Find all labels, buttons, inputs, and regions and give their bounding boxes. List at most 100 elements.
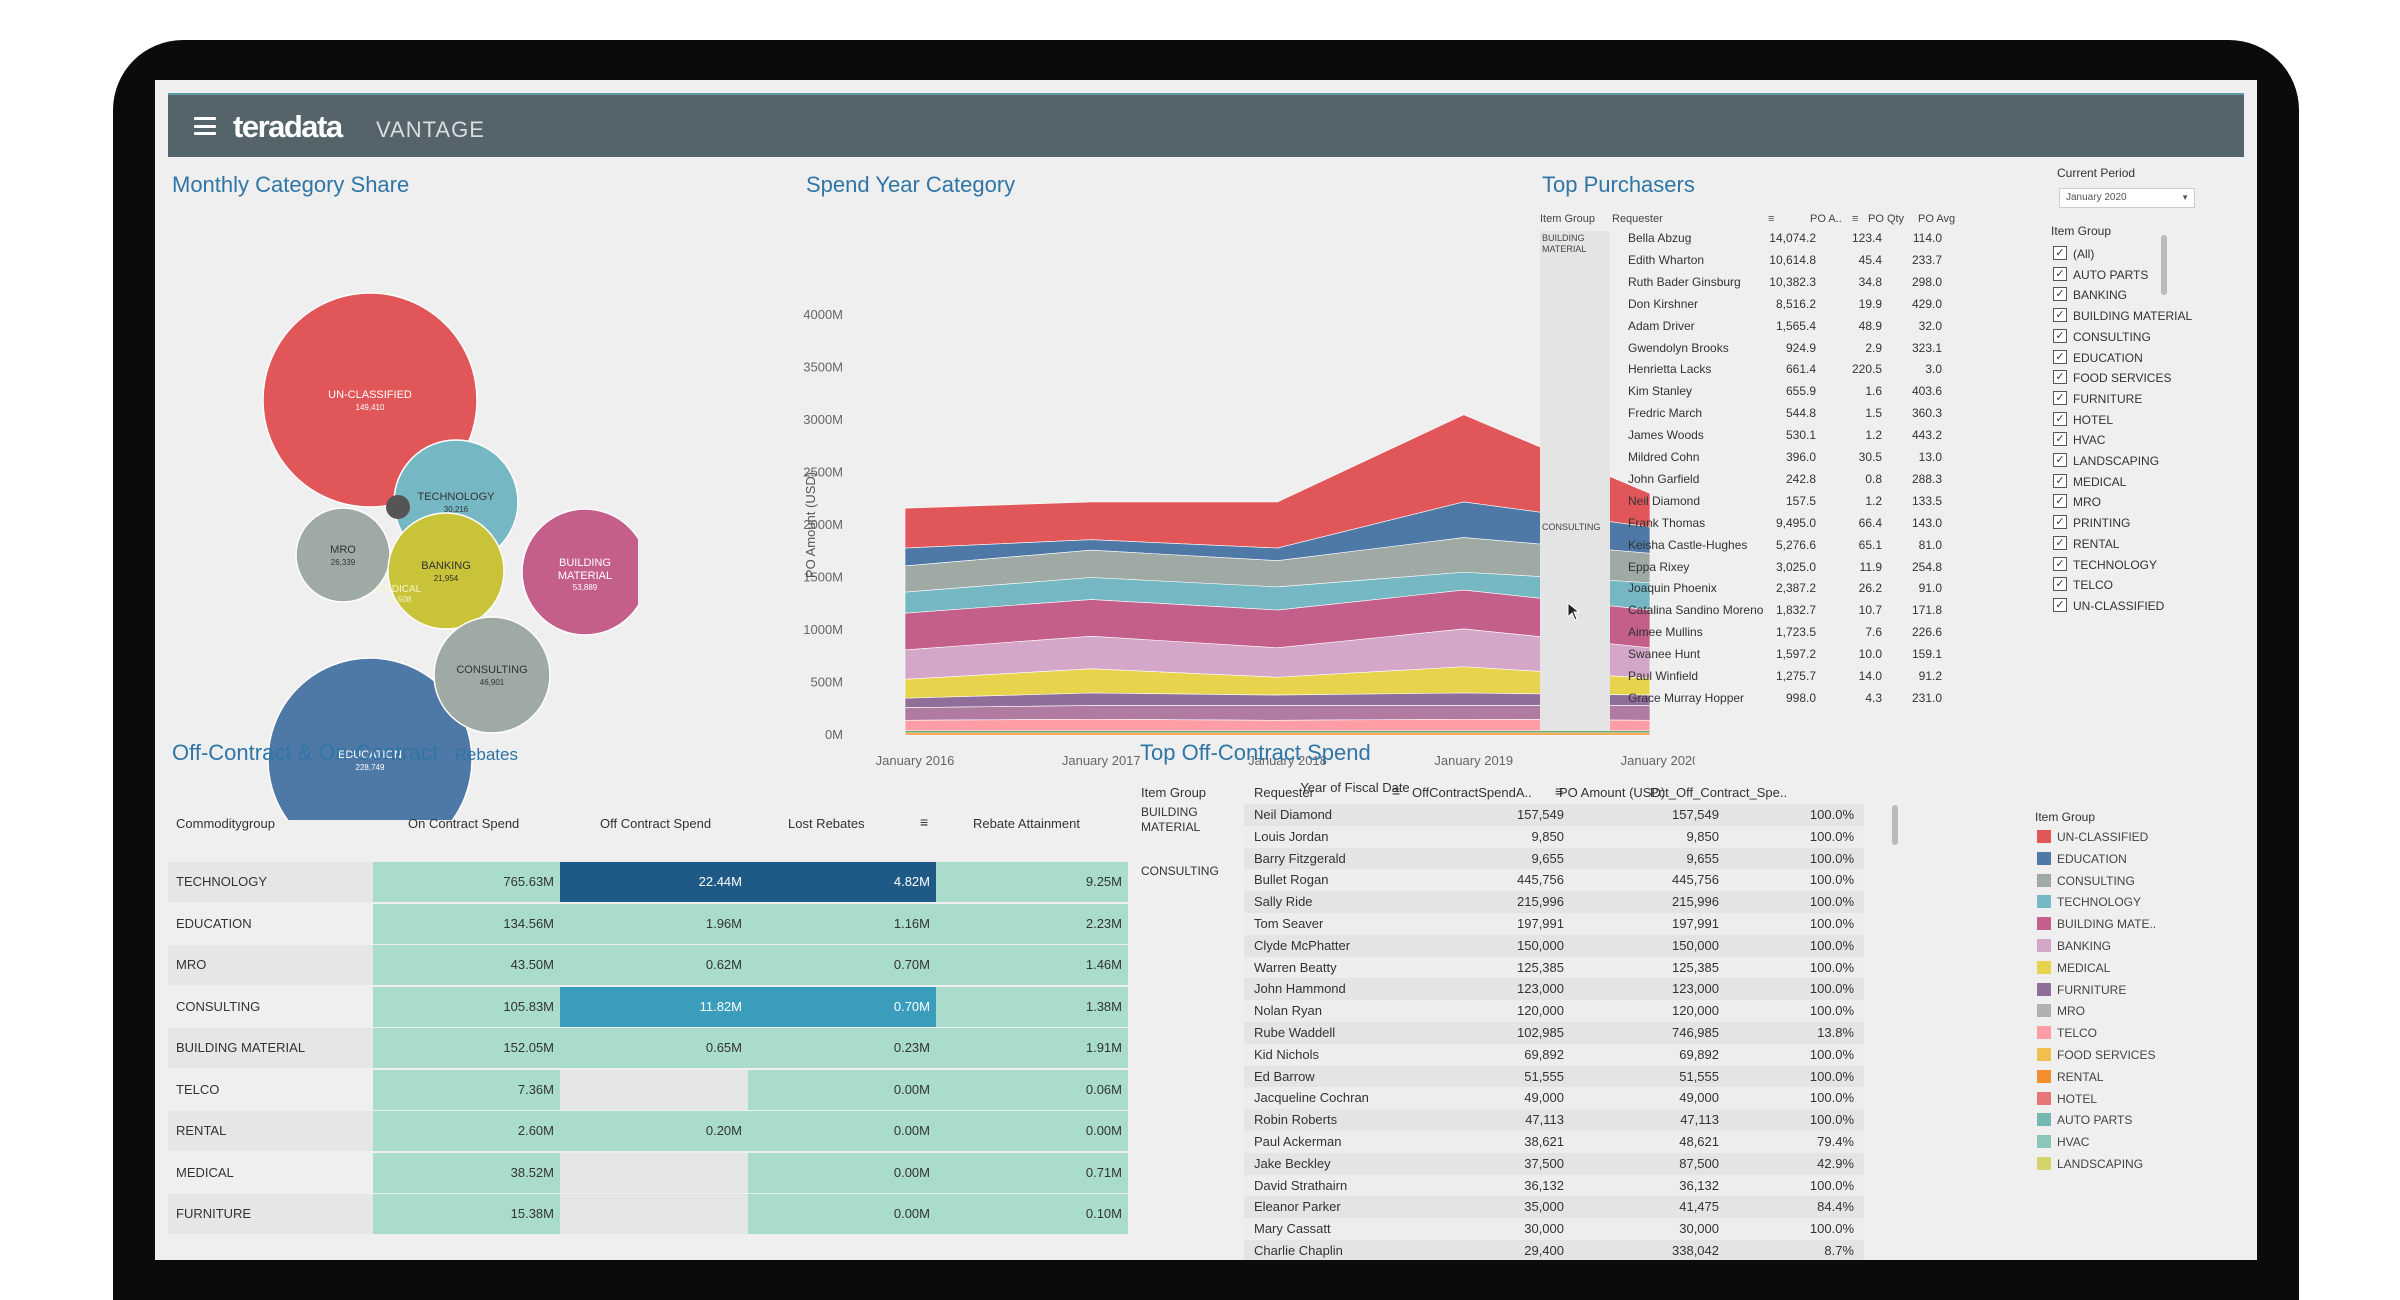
toc-row[interactable]: Eleanor Parker 35,000 41,475 84.4% xyxy=(1244,1196,1864,1219)
tp-requester[interactable]: Edith Wharton xyxy=(1628,252,1705,267)
tp-header[interactable]: PO A.. xyxy=(1810,213,1842,225)
sort-icon[interactable]: ≡ xyxy=(1768,213,1775,225)
tp-header[interactable]: Item Group xyxy=(1540,213,1596,225)
oc-header-cell[interactable]: On Contract Spend xyxy=(408,816,520,831)
tp-requester[interactable]: Adam Driver xyxy=(1628,318,1695,333)
tp-requester[interactable]: James Woods xyxy=(1628,428,1704,443)
tp-requester[interactable]: Fredric March xyxy=(1628,406,1703,421)
oc-row[interactable]: TECHNOLOGY 765.63M 22.44M 4.82M 9.25M xyxy=(168,862,1128,902)
tp-requester[interactable]: Swanee Hunt xyxy=(1628,647,1701,662)
toc-row[interactable]: Charlie Chaplin 29,400 338,042 8.7% xyxy=(1244,1240,1864,1260)
toc-header[interactable]: OffContractSpendA.. xyxy=(1412,785,1532,800)
oc-row[interactable]: FURNITURE 15.38M 0.00M 0.10M xyxy=(168,1194,1128,1234)
oc-row[interactable]: MEDICAL 38.52M 0.00M 0.71M xyxy=(168,1152,1128,1193)
legend-label[interactable]: BANKING xyxy=(2057,939,2112,953)
scrollbar[interactable] xyxy=(1892,805,1898,845)
toc-row[interactable]: Robin Roberts 47,113 47,113 100.0% xyxy=(1244,1109,1864,1132)
oc-row[interactable]: CONSULTING 105.83M 11.82M 0.70M 1.38M xyxy=(168,986,1128,1027)
area-series-9[interactable] xyxy=(904,718,1651,732)
tp-requester[interactable]: Paul Winfield xyxy=(1628,669,1699,683)
toc-row[interactable]: Nolan Ryan 120,000 120,000 100.0% xyxy=(1244,1000,1864,1023)
toc-row[interactable]: John Hammond 123,000 123,000 100.0% xyxy=(1244,978,1864,1001)
toc-row[interactable]: Sally Ride 215,996 215,996 100.0% xyxy=(1244,891,1864,914)
tp-requester[interactable]: Henrietta Lacks xyxy=(1628,362,1712,377)
filter-checkbox[interactable]: ✓ xyxy=(2053,494,2067,509)
bubble-consulting[interactable] xyxy=(433,616,551,734)
toc-row[interactable]: Jake Beckley 37,500 87,500 42.9% xyxy=(1244,1152,1864,1175)
legend-label[interactable]: TECHNOLOGY xyxy=(2057,895,2142,910)
tp-requester[interactable]: Catalina Sandino Moreno xyxy=(1628,603,1764,618)
area-series-10[interactable] xyxy=(904,730,1651,734)
toc-row[interactable]: Kid Nichols 69,892 69,892 100.0% xyxy=(1244,1043,1864,1066)
filter-checkbox[interactable]: ✓ xyxy=(2053,411,2067,426)
legend-label[interactable]: BUILDING MATE.. xyxy=(2057,917,2157,932)
filter-checkbox[interactable]: ✓ xyxy=(2053,597,2067,612)
filter-checkbox[interactable]: ✓ xyxy=(2053,577,2067,592)
sort-icon[interactable]: ≡ xyxy=(920,814,929,830)
tp-requester[interactable]: Joaquin Phoenix xyxy=(1628,581,1717,596)
filter-checkbox[interactable]: ✓ xyxy=(2053,328,2067,343)
tp-requester[interactable]: Gwendolyn Brooks xyxy=(1628,340,1729,355)
filter-checkbox[interactable]: ✓ xyxy=(2053,556,2067,571)
legend-label[interactable]: MEDICAL xyxy=(2057,960,2111,975)
toc-row[interactable]: David Strathairn 36,132 36,132 100.0% xyxy=(1244,1174,1864,1197)
legend-label[interactable]: RENTAL xyxy=(2057,1069,2104,1084)
legend-label[interactable]: MRO xyxy=(2057,1004,2085,1019)
toc-row[interactable]: Rube Waddell 102,985 746,985 13.8% xyxy=(1244,1022,1864,1044)
legend-label[interactable]: FOOD SERVICES xyxy=(2057,1048,2156,1062)
tp-requester[interactable]: Neil Diamond xyxy=(1628,493,1701,508)
tp-requester[interactable]: Grace Murray Hopper xyxy=(1628,690,1745,705)
tp-requester[interactable]: Ruth Bader Ginsburg xyxy=(1628,274,1741,289)
filter-checkbox[interactable]: ✓ xyxy=(2053,515,2067,530)
tp-requester[interactable]: Mildred Cohn xyxy=(1628,450,1700,464)
filter-checkbox[interactable]: ✓ xyxy=(2053,266,2067,281)
legend-label[interactable]: LANDSCAPING xyxy=(2057,1157,2144,1171)
tp-requester[interactable]: Kim Stanley xyxy=(1628,384,1693,399)
oc-header-cell[interactable]: Rebate Attainment xyxy=(973,816,1080,831)
tp-requester[interactable]: Aimee Mullins xyxy=(1628,625,1703,640)
legend-label[interactable]: UN-CLASSIFIED xyxy=(2057,830,2149,844)
tp-requester[interactable]: Bella Abzug xyxy=(1628,231,1692,245)
filter-checkbox[interactable]: ✓ xyxy=(2053,432,2067,447)
legend-label[interactable]: CONSULTING xyxy=(2057,873,2135,888)
oc-row[interactable]: RENTAL 2.60M 0.20M 0.00M 0.00M xyxy=(168,1111,1128,1151)
sort-icon[interactable]: ≡ xyxy=(1392,783,1401,799)
toc-row[interactable]: Louis Jordan 9,850 9,850 100.0% xyxy=(1244,825,1864,848)
oc-header-cell[interactable]: Off Contract Spend xyxy=(600,816,712,831)
toc-row[interactable]: Mary Cassatt 30,000 30,000 100.0% xyxy=(1244,1218,1864,1241)
toc-row[interactable]: Barry Fitzgerald 9,655 9,655 100.0% xyxy=(1244,847,1864,870)
tp-requester[interactable]: Keisha Castle-Hughes xyxy=(1628,537,1748,552)
filter-checkbox[interactable]: ✓ xyxy=(2053,246,2067,260)
filter-checkbox[interactable]: ✓ xyxy=(2053,390,2067,405)
toc-header[interactable]: Requester xyxy=(1254,785,1314,800)
oc-row[interactable]: EDUCATION 134.56M 1.96M 1.16M 2.23M xyxy=(168,903,1128,944)
sort-icon[interactable]: ≡ xyxy=(1852,213,1859,225)
toc-row[interactable]: Clyde McPhatter 150,000 150,000 100.0% xyxy=(1244,934,1864,957)
bubble-building-material[interactable] xyxy=(521,508,638,636)
tp-header[interactable]: Requester xyxy=(1612,213,1663,225)
area-series-8[interactable] xyxy=(904,705,1651,721)
legend-label[interactable]: EDUCATION xyxy=(2057,851,2127,866)
area-series-11[interactable] xyxy=(904,732,1651,736)
legend-label[interactable]: FURNITURE xyxy=(2057,982,2127,997)
tp-requester[interactable]: John Garfield xyxy=(1628,471,1700,486)
legend-label[interactable]: AUTO PARTS xyxy=(2057,1113,2133,1128)
legend-label[interactable]: HVAC xyxy=(2057,1135,2090,1150)
scrollbar[interactable] xyxy=(2161,235,2167,295)
bubble-education[interactable] xyxy=(267,657,473,820)
toc-row[interactable]: Warren Beatty 125,385 125,385 100.0% xyxy=(1244,956,1864,979)
toc-row[interactable]: Tom Seaver 197,991 197,991 100.0% xyxy=(1244,913,1864,935)
toc-header[interactable]: Pct_Off_Contract_Spe.. xyxy=(1650,785,1788,800)
toc-header[interactable]: Item Group xyxy=(1141,785,1207,800)
oc-header-cell[interactable]: Commoditygroup xyxy=(176,816,275,831)
period-dropdown[interactable]: January 2020 ▼ xyxy=(2059,188,2195,208)
filter-checkbox[interactable]: ✓ xyxy=(2053,370,2067,385)
oc-row[interactable]: TELCO 7.36M 0.00M 0.06M xyxy=(168,1069,1128,1110)
sort-icon[interactable]: ≡ xyxy=(1555,783,1564,799)
oc-row[interactable]: MRO 43.50M 0.62M 0.70M 1.46M xyxy=(168,945,1128,985)
menu-icon[interactable] xyxy=(194,117,216,135)
tp-requester[interactable]: Eppa Rixey xyxy=(1628,559,1690,574)
toc-header[interactable]: PO Amount (USD) xyxy=(1559,785,1666,800)
toc-row[interactable]: Neil Diamond 157,549 157,549 100.0% xyxy=(1244,804,1864,826)
toc-row[interactable]: Jacqueline Cochran 49,000 49,000 100.0% xyxy=(1244,1087,1864,1110)
